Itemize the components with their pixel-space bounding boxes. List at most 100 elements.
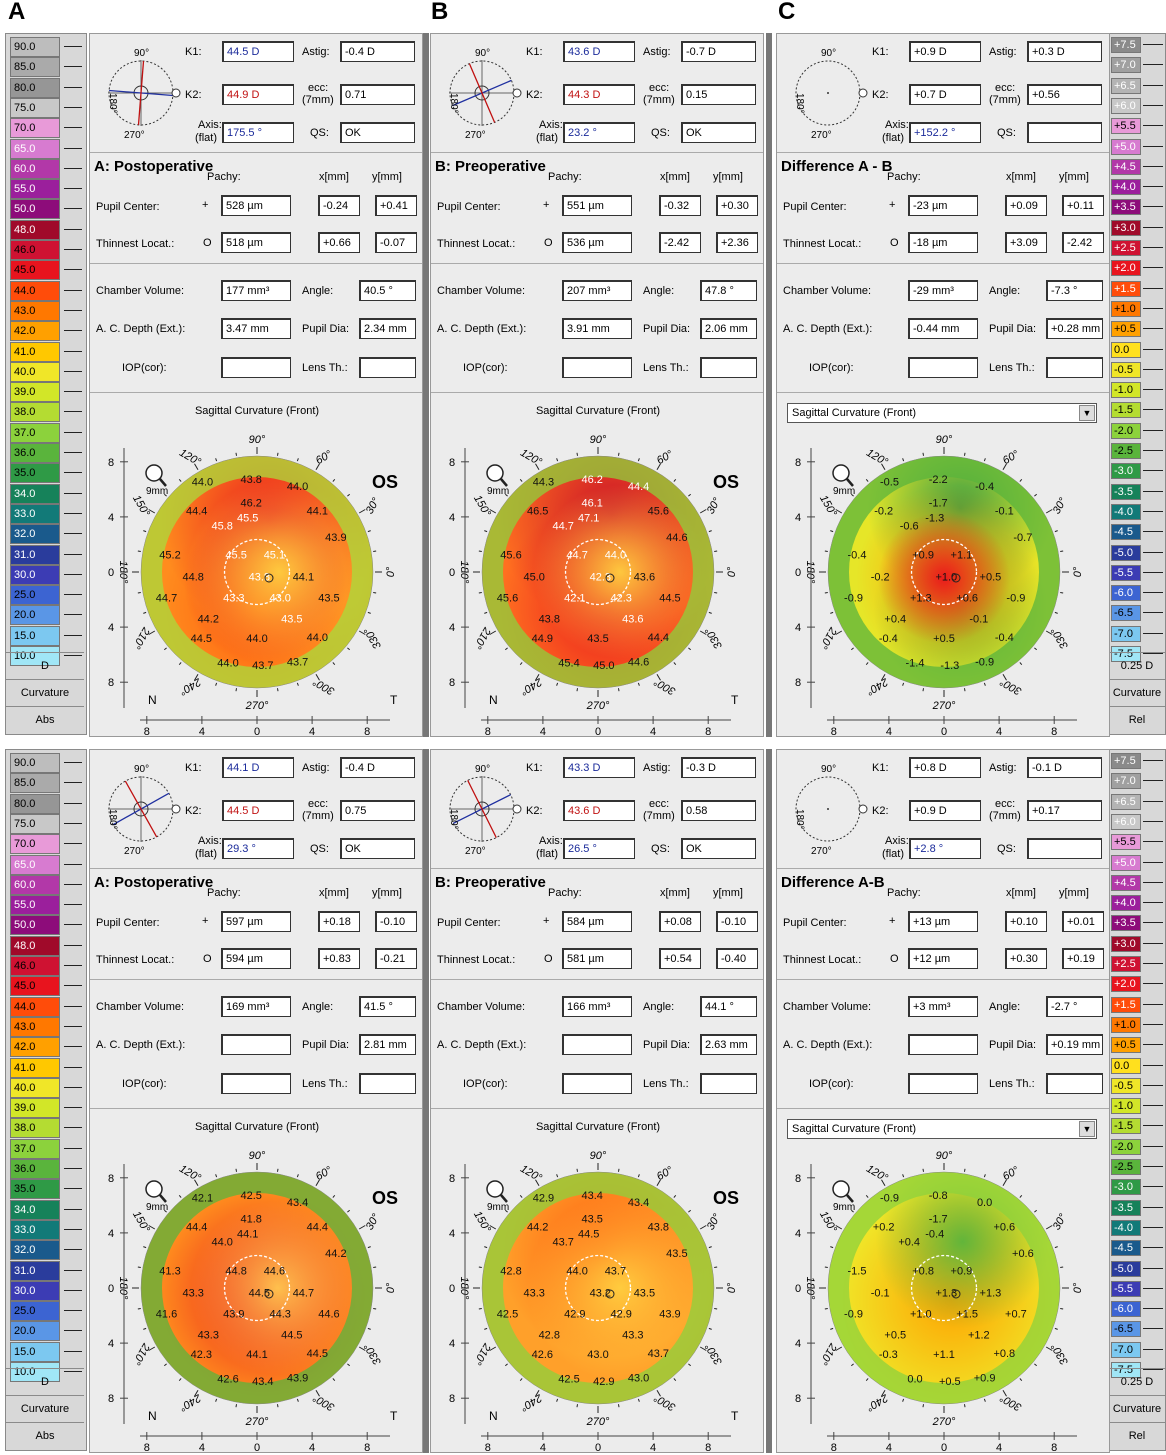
chamber-volume-label: Chamber Volume: bbox=[96, 1001, 185, 1013]
scale-cell: +7.0 bbox=[1111, 57, 1141, 74]
ecc-label: ecc: bbox=[649, 82, 670, 94]
magnifier-icon[interactable] bbox=[832, 464, 854, 487]
scale-cell: +7.0 bbox=[1111, 773, 1141, 790]
map-value: 43.4 bbox=[287, 1197, 308, 1209]
sagittal-curvature-map[interactable]: 90°60°30°0°330°300°270°240°210°180°150°1… bbox=[777, 1144, 1110, 1453]
magnifier-icon[interactable] bbox=[145, 464, 167, 487]
degree-label: 150° bbox=[130, 493, 152, 519]
magnifier-icon[interactable] bbox=[486, 464, 508, 487]
divider-line bbox=[777, 152, 1109, 153]
pupil-center-x: -0.24 bbox=[318, 195, 360, 216]
map-value: 44.0 bbox=[217, 657, 238, 669]
divider-line bbox=[90, 152, 422, 153]
scale-cell: -3.0 bbox=[1111, 1179, 1141, 1196]
degree-label: 150° bbox=[471, 1209, 493, 1235]
scale-cell: +1.5 bbox=[1111, 996, 1141, 1013]
scale-tick bbox=[64, 553, 82, 555]
iop-field bbox=[562, 357, 632, 378]
map-value: 44.5 bbox=[191, 633, 212, 645]
ecc-field: 0.71 bbox=[340, 84, 415, 105]
sagittal-curvature-map[interactable]: 90°60°30°0°330°300°270°240°210°180°150°1… bbox=[431, 428, 764, 737]
nasal-label: N bbox=[148, 693, 157, 707]
map-title: Sagittal Curvature (Front) bbox=[194, 405, 320, 417]
scale-cell: 44.0 bbox=[10, 996, 60, 1017]
magnifier-icon[interactable] bbox=[145, 1180, 167, 1203]
axis-label: Axis: bbox=[198, 835, 222, 847]
scale-tick bbox=[1143, 1064, 1163, 1066]
dropdown-arrow-icon[interactable]: ▼ bbox=[1079, 1121, 1095, 1137]
ecc-sublabel: (7mm) bbox=[302, 810, 334, 822]
y-tick-label: 4 bbox=[795, 512, 801, 524]
chamber-volume-field: 166 mm³ bbox=[562, 996, 632, 1017]
scale-type-label[interactable]: Rel bbox=[1109, 706, 1165, 732]
y-tick-label: 8 bbox=[449, 1393, 455, 1405]
scale-mode-label[interactable]: Curvature bbox=[1109, 679, 1165, 705]
degree-label: 60° bbox=[1001, 448, 1022, 467]
degree-label: 150° bbox=[471, 493, 493, 519]
map-value: 45.6 bbox=[500, 550, 521, 562]
map-value: 44.6 bbox=[318, 1309, 339, 1321]
y-tick-label: 8 bbox=[108, 457, 114, 469]
map-value: -0.1 bbox=[871, 1288, 890, 1300]
y-tick-label: 8 bbox=[108, 1393, 114, 1405]
axis-sublabel: (flat) bbox=[195, 848, 217, 860]
scale-cell: +5.0 bbox=[1111, 138, 1141, 155]
scale-mode-label[interactable]: Curvature bbox=[6, 1395, 84, 1421]
map-value: 44.0 bbox=[246, 633, 267, 645]
sagittal-curvature-map[interactable]: 90°60°30°0°330°300°270°240°210°180°150°1… bbox=[777, 428, 1110, 737]
sagittal-curvature-map[interactable]: 90°60°30°0°330°300°270°240°210°180°150°1… bbox=[431, 1144, 764, 1453]
map-value: 44.7 bbox=[566, 550, 587, 562]
dropdown-arrow-icon[interactable]: ▼ bbox=[1079, 405, 1095, 421]
scale-tick bbox=[64, 167, 82, 169]
map-value: 42.1 bbox=[564, 593, 585, 605]
scale-tick bbox=[64, 985, 82, 987]
scale-type-label[interactable]: Rel bbox=[1109, 1422, 1165, 1448]
angle-field: 47.8 ° bbox=[700, 280, 757, 301]
map-value: 43.0 bbox=[269, 593, 290, 605]
thinnest-location-label: Thinnest Locat.: bbox=[437, 954, 516, 966]
magnifier-icon[interactable] bbox=[486, 1180, 508, 1203]
k2-field: 43.6 D bbox=[563, 800, 635, 821]
sagittal-curvature-map[interactable]: 90°60°30°0°330°300°270°240°210°180°150°1… bbox=[90, 1144, 423, 1453]
map-value: 45.8 bbox=[211, 521, 232, 533]
map-type-dropdown[interactable]: Sagittal Curvature (Front) ▼ bbox=[787, 1119, 1097, 1139]
scale-tick bbox=[1143, 368, 1163, 370]
pupil-dia-label: Pupil Dia: bbox=[302, 1039, 350, 1051]
scale-mode-label[interactable]: Curvature bbox=[6, 679, 84, 705]
scale-cell: -2.5 bbox=[1111, 443, 1141, 459]
map-value: -0.2 bbox=[871, 572, 890, 584]
k2-label: K2: bbox=[872, 89, 889, 101]
compass-label: 180° bbox=[448, 93, 459, 114]
x-tick-label: 4 bbox=[309, 726, 315, 737]
scale-mode-label[interactable]: Curvature bbox=[1109, 1395, 1165, 1421]
panel-title: Difference A-B bbox=[781, 874, 885, 891]
scale-type-label[interactable]: Abs bbox=[6, 1422, 84, 1448]
lens-thickness-label: Lens Th.: bbox=[989, 1078, 1035, 1090]
pupil-center-label: Pupil Center: bbox=[437, 201, 501, 213]
pupil-center-y: -0.10 bbox=[375, 911, 417, 932]
scale-cell: +1.0 bbox=[1111, 300, 1141, 317]
map-value: -1.4 bbox=[906, 657, 925, 669]
map-value: 42.5 bbox=[497, 1309, 518, 1321]
map-value: 46.1 bbox=[581, 497, 602, 509]
map-title: Sagittal Curvature (Front) bbox=[194, 1121, 320, 1133]
scale-cell: 60.0 bbox=[10, 874, 60, 895]
map-value: 42.9 bbox=[533, 1193, 554, 1205]
scale-cell: 30.0 bbox=[10, 1280, 60, 1301]
scale-tick bbox=[64, 127, 82, 129]
map-value: 44.1 bbox=[237, 1228, 258, 1240]
scale-tick bbox=[64, 431, 82, 433]
y-tick-label: 4 bbox=[795, 1228, 801, 1240]
sagittal-curvature-map[interactable]: 90°60°30°0°330°300°270°240°210°180°150°1… bbox=[90, 428, 423, 737]
map-type-value: Sagittal Curvature (Front) bbox=[792, 1123, 917, 1135]
astig-field: -0.7 D bbox=[681, 41, 756, 62]
scale-type-label[interactable]: Abs bbox=[6, 706, 84, 732]
y-label: y[mm] bbox=[1059, 887, 1089, 899]
scale-tick bbox=[64, 188, 82, 190]
map-value: 42.1 bbox=[192, 1193, 213, 1205]
scale-tick bbox=[64, 594, 82, 596]
y-tick-label: 8 bbox=[795, 457, 801, 469]
magnifier-icon[interactable] bbox=[832, 1180, 854, 1203]
map-value: 42.3 bbox=[610, 593, 631, 605]
map-type-dropdown[interactable]: Sagittal Curvature (Front) ▼ bbox=[787, 403, 1097, 423]
